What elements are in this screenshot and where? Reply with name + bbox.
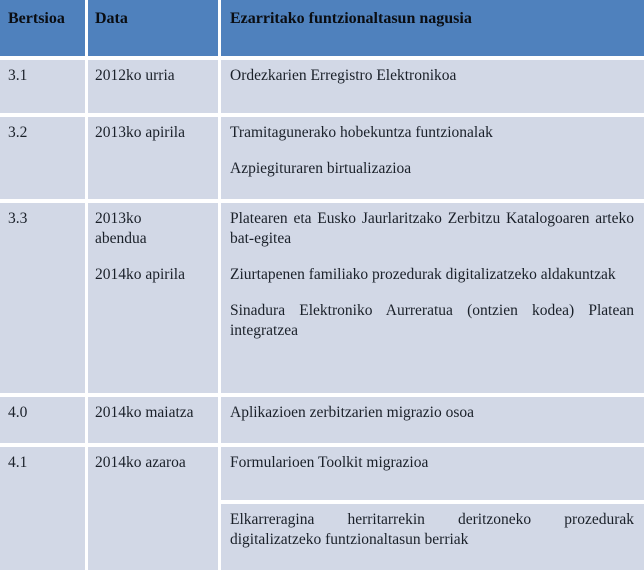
feature-cell-3-2: Tramitagunerako hobekuntza funtzionalak … <box>221 117 644 199</box>
date-paragraph: 2014ko maiatza <box>95 404 194 421</box>
header-cell-funtzionaltasuna: Ezarritako funtzionaltasun nagusia <box>221 0 644 56</box>
version-cell-4-0: 4.0 <box>0 397 85 443</box>
feature-paragraph: Ordezkarien Erregistro Elektronikoa <box>230 67 457 84</box>
feature-paragraph: Tramitagunerako hobekuntza funtzionalak <box>230 124 493 141</box>
feature-paragraph: Elkarreragina herritarrekin deritzoneko … <box>230 511 634 548</box>
date-paragraph: 2014ko apirila <box>95 266 185 283</box>
feature-cell-4-1-extra: Elkarreragina herritarrekin deritzoneko … <box>221 504 644 570</box>
date-cell-4-0: 2014ko maiatza <box>88 397 218 443</box>
version-cell-3-3: 3.3 <box>0 203 85 393</box>
date-cell-3-1: 2012ko urria <box>88 60 218 113</box>
feature-paragraph: Platearen eta Eusko Jaurlaritzako Zerbit… <box>230 210 634 247</box>
header-cell-data: Data <box>88 0 218 56</box>
date-paragraph: 2014ko azaroa <box>95 454 186 471</box>
date-cell-3-3: 2013ko abendua 2014ko apirila <box>88 203 218 393</box>
feature-paragraph: Ziurtapenen familiako prozedurak digital… <box>230 266 616 283</box>
feature-cell-4-1: Formularioen Toolkit migrazioa <box>221 447 644 500</box>
feature-cell-3-3: Platearen eta Eusko Jaurlaritzako Zerbit… <box>221 203 644 393</box>
version-cell-4-1: 4.1 <box>0 447 85 570</box>
version-cell-3-1: 3.1 <box>0 60 85 113</box>
feature-cell-4-0: Aplikazioen zerbitzarien migrazio osoa <box>221 397 644 443</box>
date-cell-4-1: 2014ko azaroa <box>88 447 218 570</box>
date-paragraph: 2013ko apirila <box>95 124 185 141</box>
feature-cell-3-1: Ordezkarien Erregistro Elektronikoa <box>221 60 644 113</box>
header-cell-bertsioa: Bertsioa <box>0 0 85 56</box>
feature-paragraph: Azpiegituraren birtualizazioa <box>230 160 412 177</box>
version-cell-3-2: 3.2 <box>0 117 85 199</box>
feature-paragraph: Sinadura Elektroniko Aurreratua (ontzien… <box>230 302 634 339</box>
feature-paragraph: Aplikazioen zerbitzarien migrazio osoa <box>230 404 475 421</box>
date-paragraph: 2012ko urria <box>95 67 175 84</box>
date-paragraph: 2013ko abendua <box>95 210 147 247</box>
feature-paragraph: Formularioen Toolkit migrazioa <box>230 454 429 471</box>
date-cell-3-2: 2013ko apirila <box>88 117 218 199</box>
